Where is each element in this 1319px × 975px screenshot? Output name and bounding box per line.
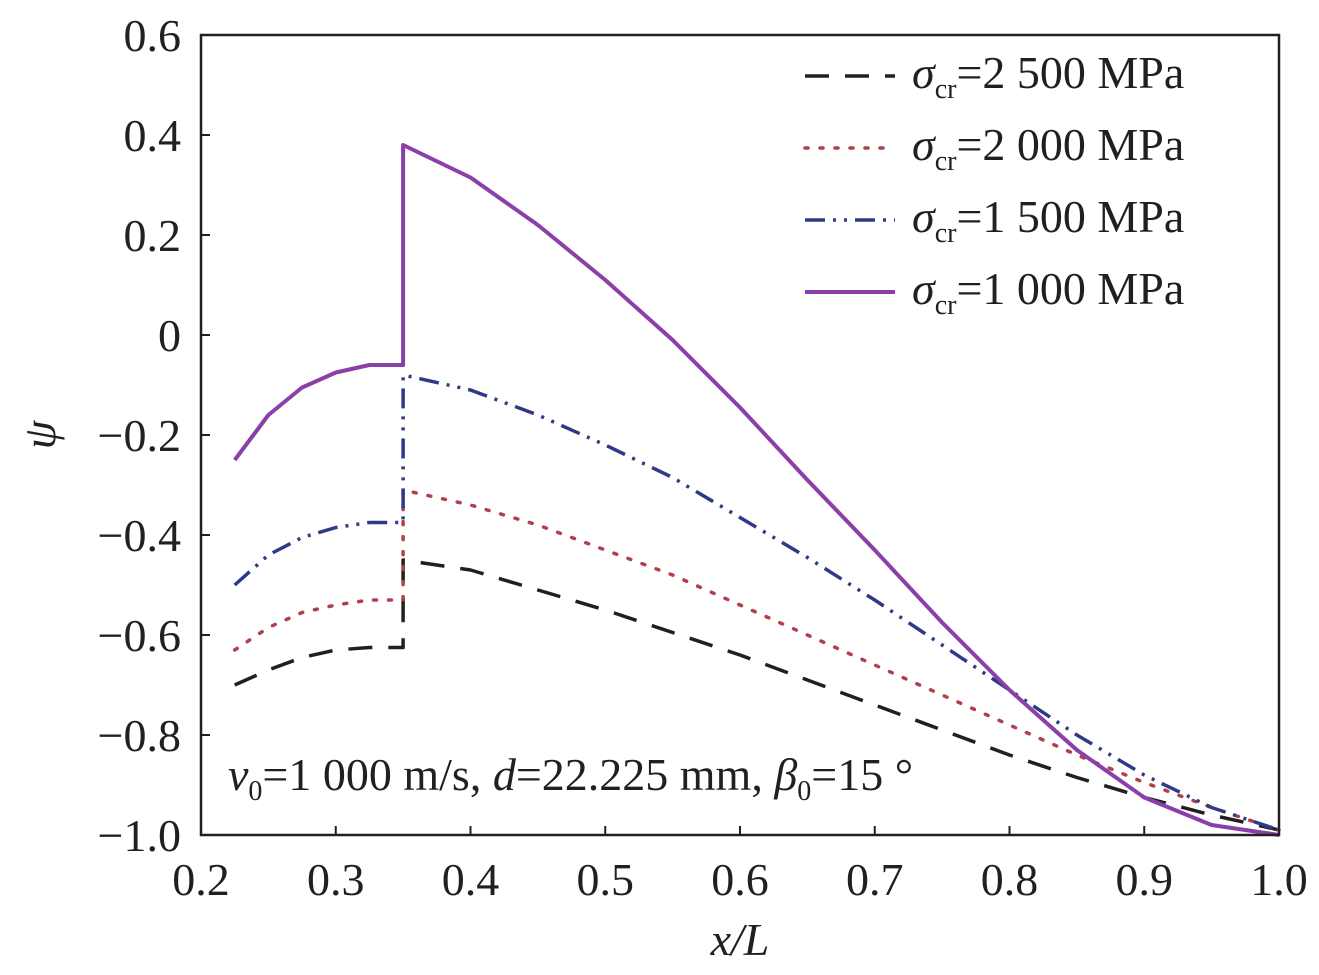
legend-value: =1 500 MPa — [956, 191, 1184, 242]
legend-value: =2 500 MPa — [956, 47, 1184, 98]
y-tick-label: 0.2 — [124, 210, 182, 261]
y-tick-label: 0.6 — [124, 10, 182, 61]
annot-beta-subscript: 0 — [797, 776, 811, 807]
x-tick-label: 0.6 — [711, 854, 769, 905]
annot-d-symbol: d — [493, 749, 517, 800]
legend-label-2: σcr=2 000 MPa — [912, 119, 1184, 177]
annot-d-value: =22.225 mm, — [516, 749, 775, 800]
conditions-annotation: v0=1 000 m/s, d=22.225 mm, β0=15 ° — [228, 749, 913, 807]
legend-subscript: cr — [935, 146, 957, 177]
series-line-4 — [233, 143, 1280, 837]
annot-beta-value: =15 ° — [811, 749, 913, 800]
annot-v-subscript: 0 — [248, 776, 262, 807]
x-tick-label: 0.9 — [1116, 854, 1174, 905]
legend-label-1: σcr=2 500 MPa — [912, 47, 1184, 105]
x-tick-label: 0.4 — [442, 854, 500, 905]
legend-subscript: cr — [935, 74, 957, 105]
annot-v-symbol: v — [228, 749, 249, 800]
legend-label-4: σcr=1 000 MPa — [912, 263, 1184, 321]
legend-value: =2 000 MPa — [956, 119, 1184, 170]
legend-subscript: cr — [935, 290, 957, 321]
x-tick-label: 0.2 — [172, 854, 230, 905]
legend-subscript: cr — [935, 218, 957, 249]
legend-symbol: σ — [912, 191, 937, 242]
y-tick-label: 0 — [158, 310, 181, 361]
y-tick-label: −0.8 — [98, 710, 181, 761]
y-tick-label: −1.0 — [98, 810, 181, 861]
annot-v-value: =1 000 m/s, — [262, 749, 492, 800]
x-tick-label: 1.0 — [1250, 854, 1308, 905]
legend-symbol: σ — [912, 119, 937, 170]
legend-label-3: σcr=1 500 MPa — [912, 191, 1184, 249]
ticks-layer: 0.2 0.3 0.4 0.5 0.6 0.7 0.8 0.9 1.0 0.6 0.4 0.2 0 −0.… — [98, 10, 1308, 905]
annot-beta-symbol: β — [773, 749, 797, 800]
y-tick-label: −0.4 — [98, 510, 181, 561]
y-tick-label: −0.2 — [98, 410, 181, 461]
y-tick-label: −0.6 — [98, 610, 181, 661]
y-tick-label: 0.4 — [124, 110, 182, 161]
legend-symbol: σ — [912, 47, 937, 98]
x-tick-label: 0.5 — [577, 854, 635, 905]
legend-symbol: σ — [912, 263, 937, 314]
legend-value: =1 000 MPa — [956, 263, 1184, 314]
x-tick-label: 0.3 — [307, 854, 365, 905]
x-tick-label: 0.8 — [981, 854, 1039, 905]
x-tick-label: 0.7 — [846, 854, 904, 905]
y-axis-title: ψ — [14, 419, 65, 449]
series-layer — [232, 143, 1281, 837]
x-axis-title: x/L — [710, 914, 770, 965]
